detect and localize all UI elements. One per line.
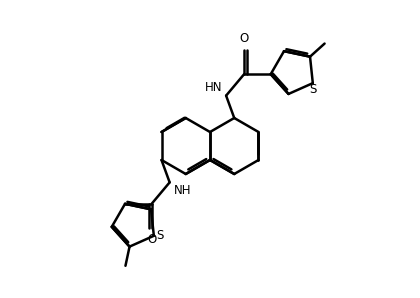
Text: NH: NH	[173, 184, 191, 197]
Text: O: O	[147, 233, 156, 246]
Text: S: S	[156, 229, 163, 242]
Text: S: S	[309, 83, 317, 96]
Text: O: O	[239, 32, 249, 45]
Text: HN: HN	[205, 81, 222, 94]
